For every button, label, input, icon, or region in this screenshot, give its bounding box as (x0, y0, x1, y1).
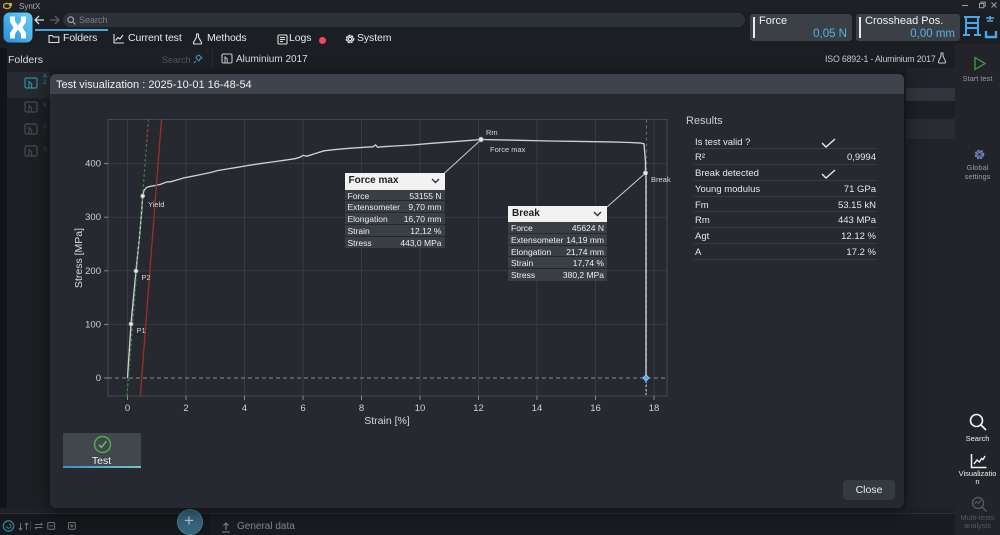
svg-text:Yield: Yield (148, 200, 164, 209)
svg-text:200: 200 (85, 266, 101, 277)
svg-text:12: 12 (473, 403, 484, 414)
svg-text:Strain [%]: Strain [%] (364, 415, 410, 427)
svg-text:P1: P1 (137, 326, 146, 335)
svg-text:400: 400 (85, 159, 101, 170)
svg-text:Break: Break (651, 175, 671, 184)
svg-text:18: 18 (649, 403, 660, 414)
svg-text:Force max: Force max (490, 145, 526, 154)
svg-text:100: 100 (85, 319, 101, 330)
svg-text:0: 0 (125, 403, 130, 414)
svg-text:Stress [MPa]: Stress [MPa] (73, 228, 85, 288)
svg-text:Rm: Rm (486, 128, 498, 137)
svg-text:10: 10 (415, 403, 426, 414)
svg-text:300: 300 (85, 212, 101, 223)
svg-text:8: 8 (359, 403, 364, 414)
svg-text:P2: P2 (142, 273, 151, 282)
svg-text:14: 14 (532, 403, 543, 414)
svg-text:16: 16 (590, 403, 601, 414)
svg-text:6: 6 (300, 403, 305, 414)
svg-text:2: 2 (183, 403, 188, 414)
svg-text:0: 0 (96, 373, 101, 384)
svg-text:4: 4 (242, 403, 247, 414)
